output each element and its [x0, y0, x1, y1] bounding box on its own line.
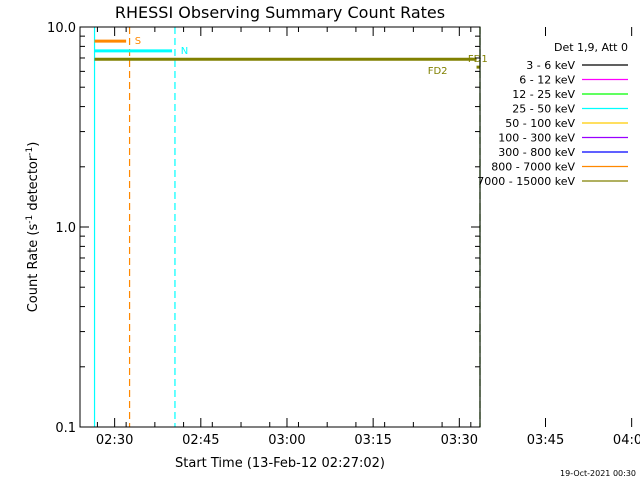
plot-frame — [79, 26, 481, 428]
x-tick-label-4: 03:30 — [441, 433, 478, 448]
legend-label-5: 100 - 300 keV — [498, 132, 575, 145]
y-axis-label-sup1: -1 — [25, 215, 35, 224]
chart-title: RHESSI Observing Summary Count Rates — [115, 3, 445, 22]
y-tick-label-0: 0.1 — [55, 421, 76, 436]
legend-label-0: 3 - 6 keV — [526, 59, 575, 72]
vertical-lines — [93, 27, 481, 427]
y-tick-label-2: 10.0 — [47, 21, 76, 36]
x-tick-label-2: 03:00 — [268, 433, 305, 448]
flag-label-n: N — [181, 46, 188, 57]
flag-label-fd1: FD1 — [468, 54, 488, 65]
x-tick-label-1: 02:45 — [182, 433, 219, 448]
flag-label-s: S — [135, 36, 141, 47]
legend-label-1: 6 - 12 keV — [519, 74, 575, 87]
footer-date: 19-Oct-2021 00:30 — [560, 469, 636, 478]
x-axis: 02:30 02:45 03:00 03:15 03:30 03:45 04:00 — [96, 27, 640, 448]
flag-label-fd2: FD2 — [428, 66, 448, 77]
y-axis-label: Count Rate (s-1 detector-1) — [25, 142, 41, 313]
x-tick-label-3: 03:15 — [354, 433, 391, 448]
legend-label-3: 25 - 50 keV — [512, 103, 575, 116]
legend-label-4: 50 - 100 keV — [505, 117, 575, 130]
y-axis-label-sup2: -1 — [25, 147, 35, 156]
flag-bars: S N FD1 FD2 — [94, 36, 488, 77]
y-axis-label-main: Count Rate (s — [26, 224, 41, 313]
legend-label-7: 800 - 7000 keV — [491, 161, 575, 174]
legend-label-6: 300 - 800 keV — [498, 146, 575, 159]
y-axis-label-end: ) — [26, 142, 41, 147]
x-tick-label-5: 03:45 — [527, 433, 564, 448]
legend-label-2: 12 - 25 keV — [512, 88, 575, 101]
x-tick-label-6: 04:00 — [613, 433, 640, 448]
legend-title: Det 1,9, Att 0 — [554, 41, 628, 54]
x-axis-label: Start Time (13-Feb-12 02:27:02) — [175, 456, 385, 471]
x-tick-label-0: 02:30 — [96, 433, 133, 448]
y-axis-label-mid: detector — [26, 155, 41, 215]
y-tick-label-1: 1.0 — [55, 221, 76, 236]
y-axis: 0.1 1.0 10.0 — [47, 21, 480, 436]
legend-label-8: 7000 - 15000 keV — [477, 175, 575, 188]
